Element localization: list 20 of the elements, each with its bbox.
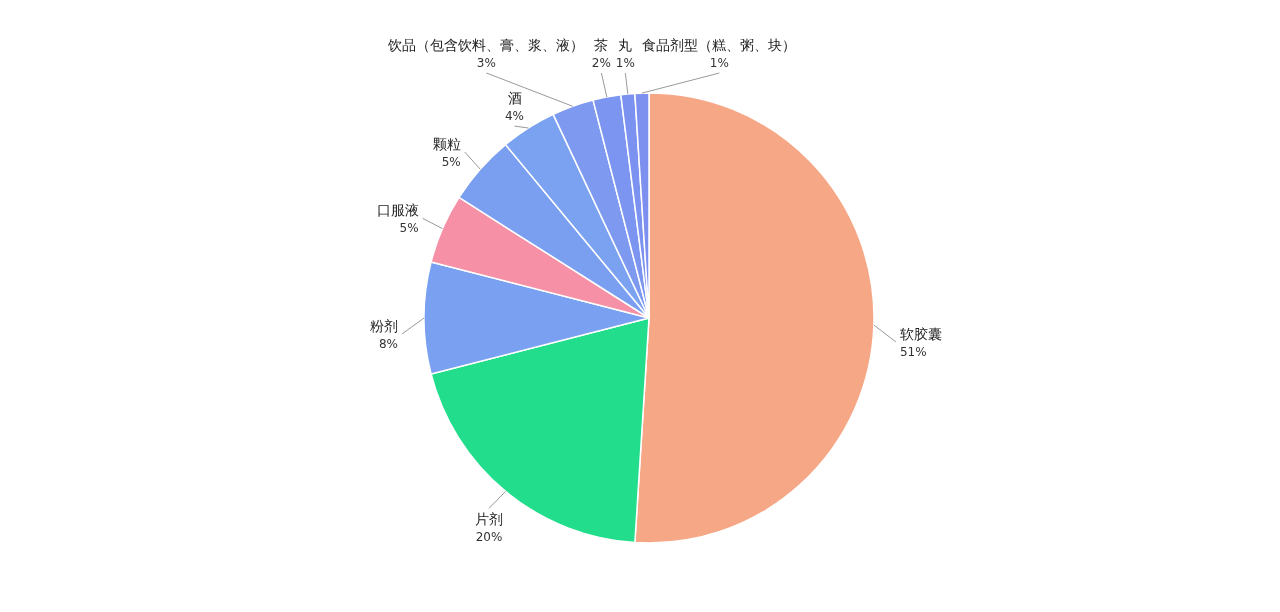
slice-label: 软胶囊	[899, 325, 942, 342]
data-label: 51%	[899, 344, 927, 359]
data-label: 20%	[475, 530, 503, 545]
slice-label: 颗粒	[432, 136, 461, 153]
data-label: 5%	[399, 221, 419, 236]
data-label: 1%	[615, 56, 635, 70]
data-label: 8%	[378, 337, 398, 351]
data-label: 5%	[441, 155, 461, 170]
data-label: 1%	[709, 56, 729, 70]
slice-label: 丸	[618, 37, 633, 53]
slice-label: 口服液	[376, 202, 419, 219]
slice-label: 茶	[594, 37, 609, 53]
slice-label: 酒	[507, 90, 522, 107]
data-label: 4%	[504, 109, 525, 124]
data-label: 3%	[476, 56, 496, 70]
slice-label: 片剂	[475, 511, 504, 528]
slice-label: 粉剂	[370, 318, 398, 334]
slice-label: 饮品（包含饮料、膏、浆、液）	[387, 37, 585, 53]
slice-label: 食品剂型（糕、粥、块）	[642, 37, 797, 53]
data-label: 2%	[591, 56, 611, 70]
